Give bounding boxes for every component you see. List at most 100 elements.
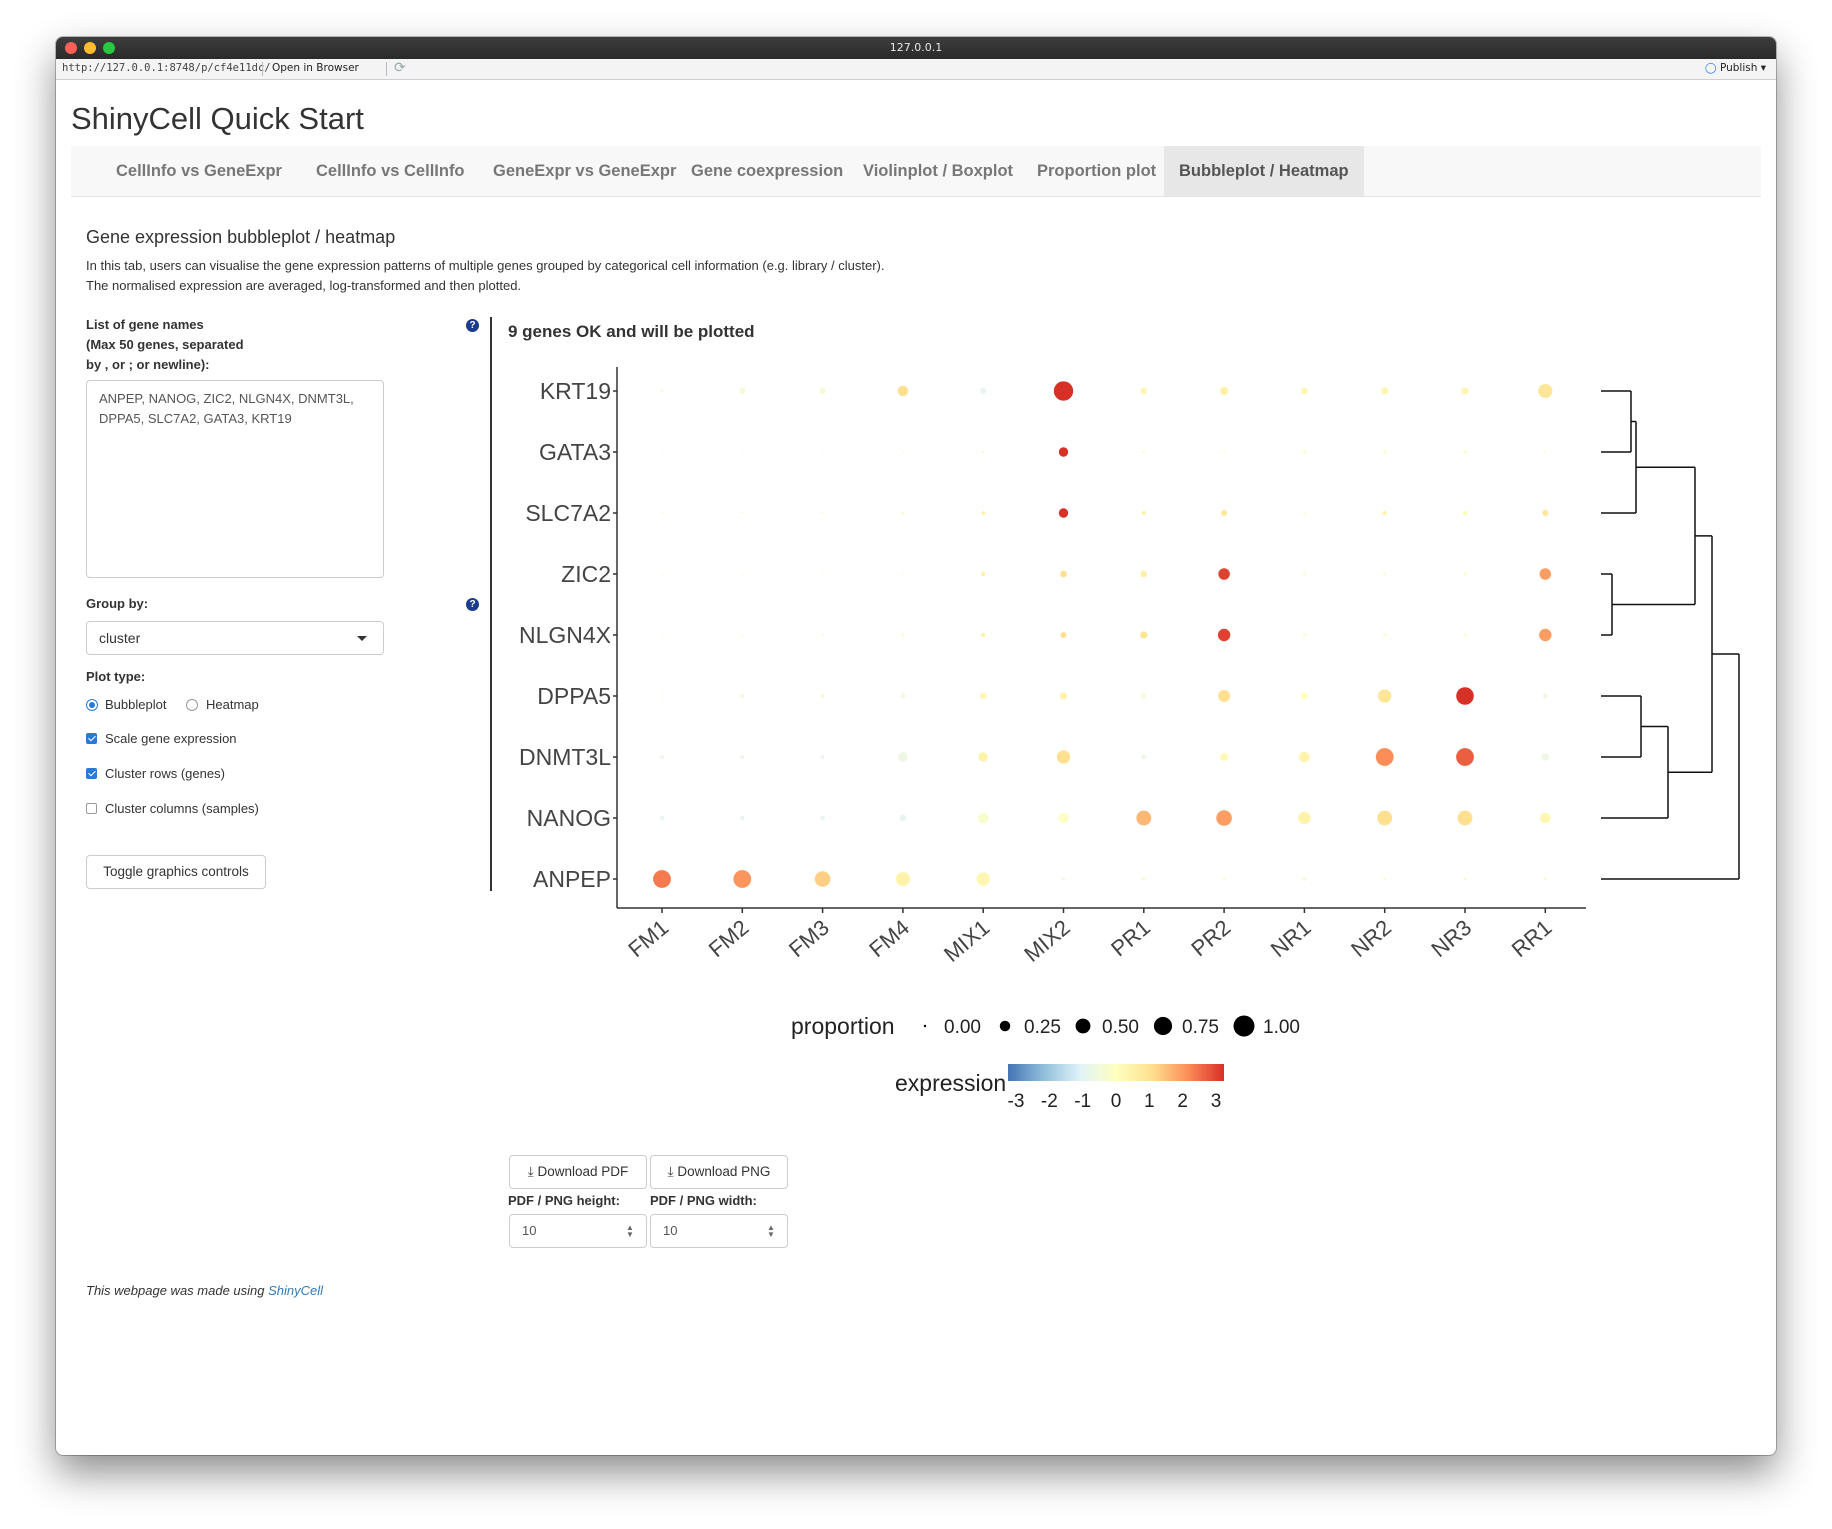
footer-text: This webpage was made using	[86, 1283, 269, 1298]
bubble-point	[740, 694, 745, 698]
bubble-point	[661, 451, 663, 453]
bubble-point	[1461, 387, 1469, 395]
tab-violinplot-boxplot[interactable]: Violinplot / Boxplot	[863, 162, 1014, 180]
close-window-button[interactable]	[65, 42, 77, 54]
publish-button[interactable]: ◯ Publish ▾	[1704, 62, 1766, 74]
tab-cellinfo-vs-cellinfo[interactable]: CellInfo vs CellInfo	[316, 162, 465, 180]
bubble-point	[900, 693, 906, 699]
bubble-point	[1060, 632, 1067, 638]
bubble-point	[1299, 751, 1310, 763]
gene-list-label-line: (Max 50 genes, separated	[86, 337, 244, 352]
gene-list-input[interactable]: ANPEP, NANOG, ZIC2, NLGN4X, DNMT3L, DPPA…	[86, 380, 384, 578]
color-legend-tick-label: 2	[1177, 1091, 1188, 1112]
bubble-point	[661, 634, 663, 636]
bubble-point	[1302, 450, 1306, 454]
tab-bar: CellInfo vs GeneExpr CellInfo vs CellInf…	[71, 146, 1761, 197]
bubble-point	[978, 752, 988, 762]
window-title: 127.0.0.1	[889, 41, 943, 54]
bubble-point	[741, 511, 744, 515]
download-png-button[interactable]: ⤓ Download PNG	[650, 1155, 788, 1189]
bubble-point	[814, 871, 831, 887]
bubble-point	[1544, 450, 1547, 454]
scale-gene-expression-checkbox[interactable]	[86, 733, 97, 744]
y-tick-label: DPPA5	[537, 683, 611, 709]
toolbar-divider	[262, 62, 263, 76]
tab-gene-coexpression[interactable]: Gene coexpression	[691, 162, 844, 180]
download-png-label: Download PNG	[677, 1164, 771, 1179]
bubble-point	[1298, 811, 1311, 825]
bubble-point	[1058, 447, 1069, 457]
bubble-point	[981, 510, 986, 516]
chevron-down-icon	[357, 636, 367, 641]
group-by-label: Group by:	[86, 596, 149, 611]
radio-heatmap[interactable]	[186, 699, 198, 711]
bubble-point	[1216, 810, 1232, 826]
shinycell-link[interactable]: ShinyCell	[268, 1283, 324, 1298]
bubble-plot: KRT19 GATA3 SLC7A2 ZIC2 NLGN4X DPPA5 DNMT3L NAN…	[519, 367, 1740, 1112]
footer: This webpage was made using ShinyCell	[86, 1283, 323, 1298]
bubble-point	[1217, 628, 1231, 642]
bubble-point	[1141, 754, 1147, 760]
group-by-select[interactable]: cluster	[86, 621, 384, 655]
open-in-browser-button[interactable]: Open in Browser	[272, 62, 359, 74]
color-legend-title: expression	[895, 1070, 1006, 1096]
download-pdf-button[interactable]: ⤓ Download PDF	[509, 1155, 647, 1189]
size-legend-label: 0.00	[944, 1017, 981, 1038]
y-tick-label: KRT19	[540, 378, 611, 404]
x-tick-label: FM3	[784, 915, 834, 962]
bubble-point	[1302, 633, 1306, 637]
tab-proportion-plot[interactable]: Proportion plot	[1037, 162, 1157, 180]
cluster-columns-checkbox[interactable]	[86, 803, 97, 814]
bubble-point	[1462, 510, 1468, 516]
size-legend-key	[1153, 1016, 1173, 1036]
bubble-point	[1218, 690, 1231, 702]
gene-list-label-line: by , or ; or newline):	[86, 357, 210, 372]
bubble-point	[1140, 570, 1148, 578]
gene-list-label: List of gene names (Max 50 genes, separa…	[86, 315, 244, 375]
bubble-point	[1056, 750, 1071, 764]
refresh-icon[interactable]: ⟳	[394, 60, 406, 76]
bubble-point	[901, 511, 905, 515]
cluster-rows-checkbox[interactable]	[86, 768, 97, 779]
zoom-window-button[interactable]	[103, 42, 115, 54]
size-legend-label: 1.00	[1263, 1017, 1300, 1038]
bubble-point	[1383, 877, 1387, 881]
pdf-png-width-label: PDF / PNG width:	[650, 1193, 757, 1208]
x-tick-label: NR2	[1346, 915, 1396, 962]
section-description: In this tab, users can visualise the gen…	[86, 258, 885, 273]
radio-bubbleplot[interactable]	[86, 699, 98, 711]
tab-cellinfo-vs-geneexpr[interactable]: CellInfo vs GeneExpr	[116, 162, 282, 180]
bubble-point	[1300, 692, 1309, 700]
x-tick-label: FM1	[623, 915, 673, 962]
gene-list-label-line: List of gene names	[86, 317, 204, 332]
x-tick-label: NR1	[1266, 915, 1316, 962]
stepper-icon[interactable]: ▲ ▼	[767, 1223, 775, 1239]
x-tick-label: FM2	[704, 915, 754, 962]
x-tick-label: NR3	[1426, 915, 1476, 962]
bubble-point	[1538, 383, 1553, 399]
minimize-window-button[interactable]	[84, 42, 96, 54]
question-circle-icon[interactable]: ?	[466, 319, 479, 332]
bubble-point	[1375, 748, 1394, 766]
pdf-png-height-input[interactable]: 10 ▲ ▼	[509, 1214, 647, 1248]
bubble-point	[1463, 572, 1467, 576]
bubble-point	[653, 870, 671, 888]
radio-heatmap-label: Heatmap	[206, 697, 259, 712]
bubble-point	[1463, 633, 1467, 637]
tab-bubbleplot-heatmap[interactable]: Bubbleplot / Heatmap	[1164, 146, 1364, 196]
y-tick-label: NANOG	[527, 805, 611, 831]
bubble-point	[1463, 877, 1467, 881]
bubble-point	[1140, 631, 1148, 639]
bubble-point	[1218, 568, 1230, 580]
question-circle-icon[interactable]: ?	[466, 598, 479, 611]
bubble-point	[1383, 450, 1387, 454]
stepper-icon[interactable]: ▲ ▼	[626, 1223, 634, 1239]
toggle-graphics-controls-button[interactable]: Toggle graphics controls	[86, 855, 266, 889]
pdf-png-width-input[interactable]: 10 ▲ ▼	[650, 1214, 788, 1248]
url-field[interactable]: http://127.0.0.1:8748/p/cf4e11dc/	[62, 62, 271, 74]
tab-geneexpr-vs-geneexpr[interactable]: GeneExpr vs GeneExpr	[493, 162, 677, 180]
bubble-point	[1303, 511, 1306, 515]
x-tick-label: PR2	[1186, 915, 1235, 962]
bubble-point	[976, 872, 990, 886]
size-legend-title: proportion	[791, 1013, 895, 1039]
